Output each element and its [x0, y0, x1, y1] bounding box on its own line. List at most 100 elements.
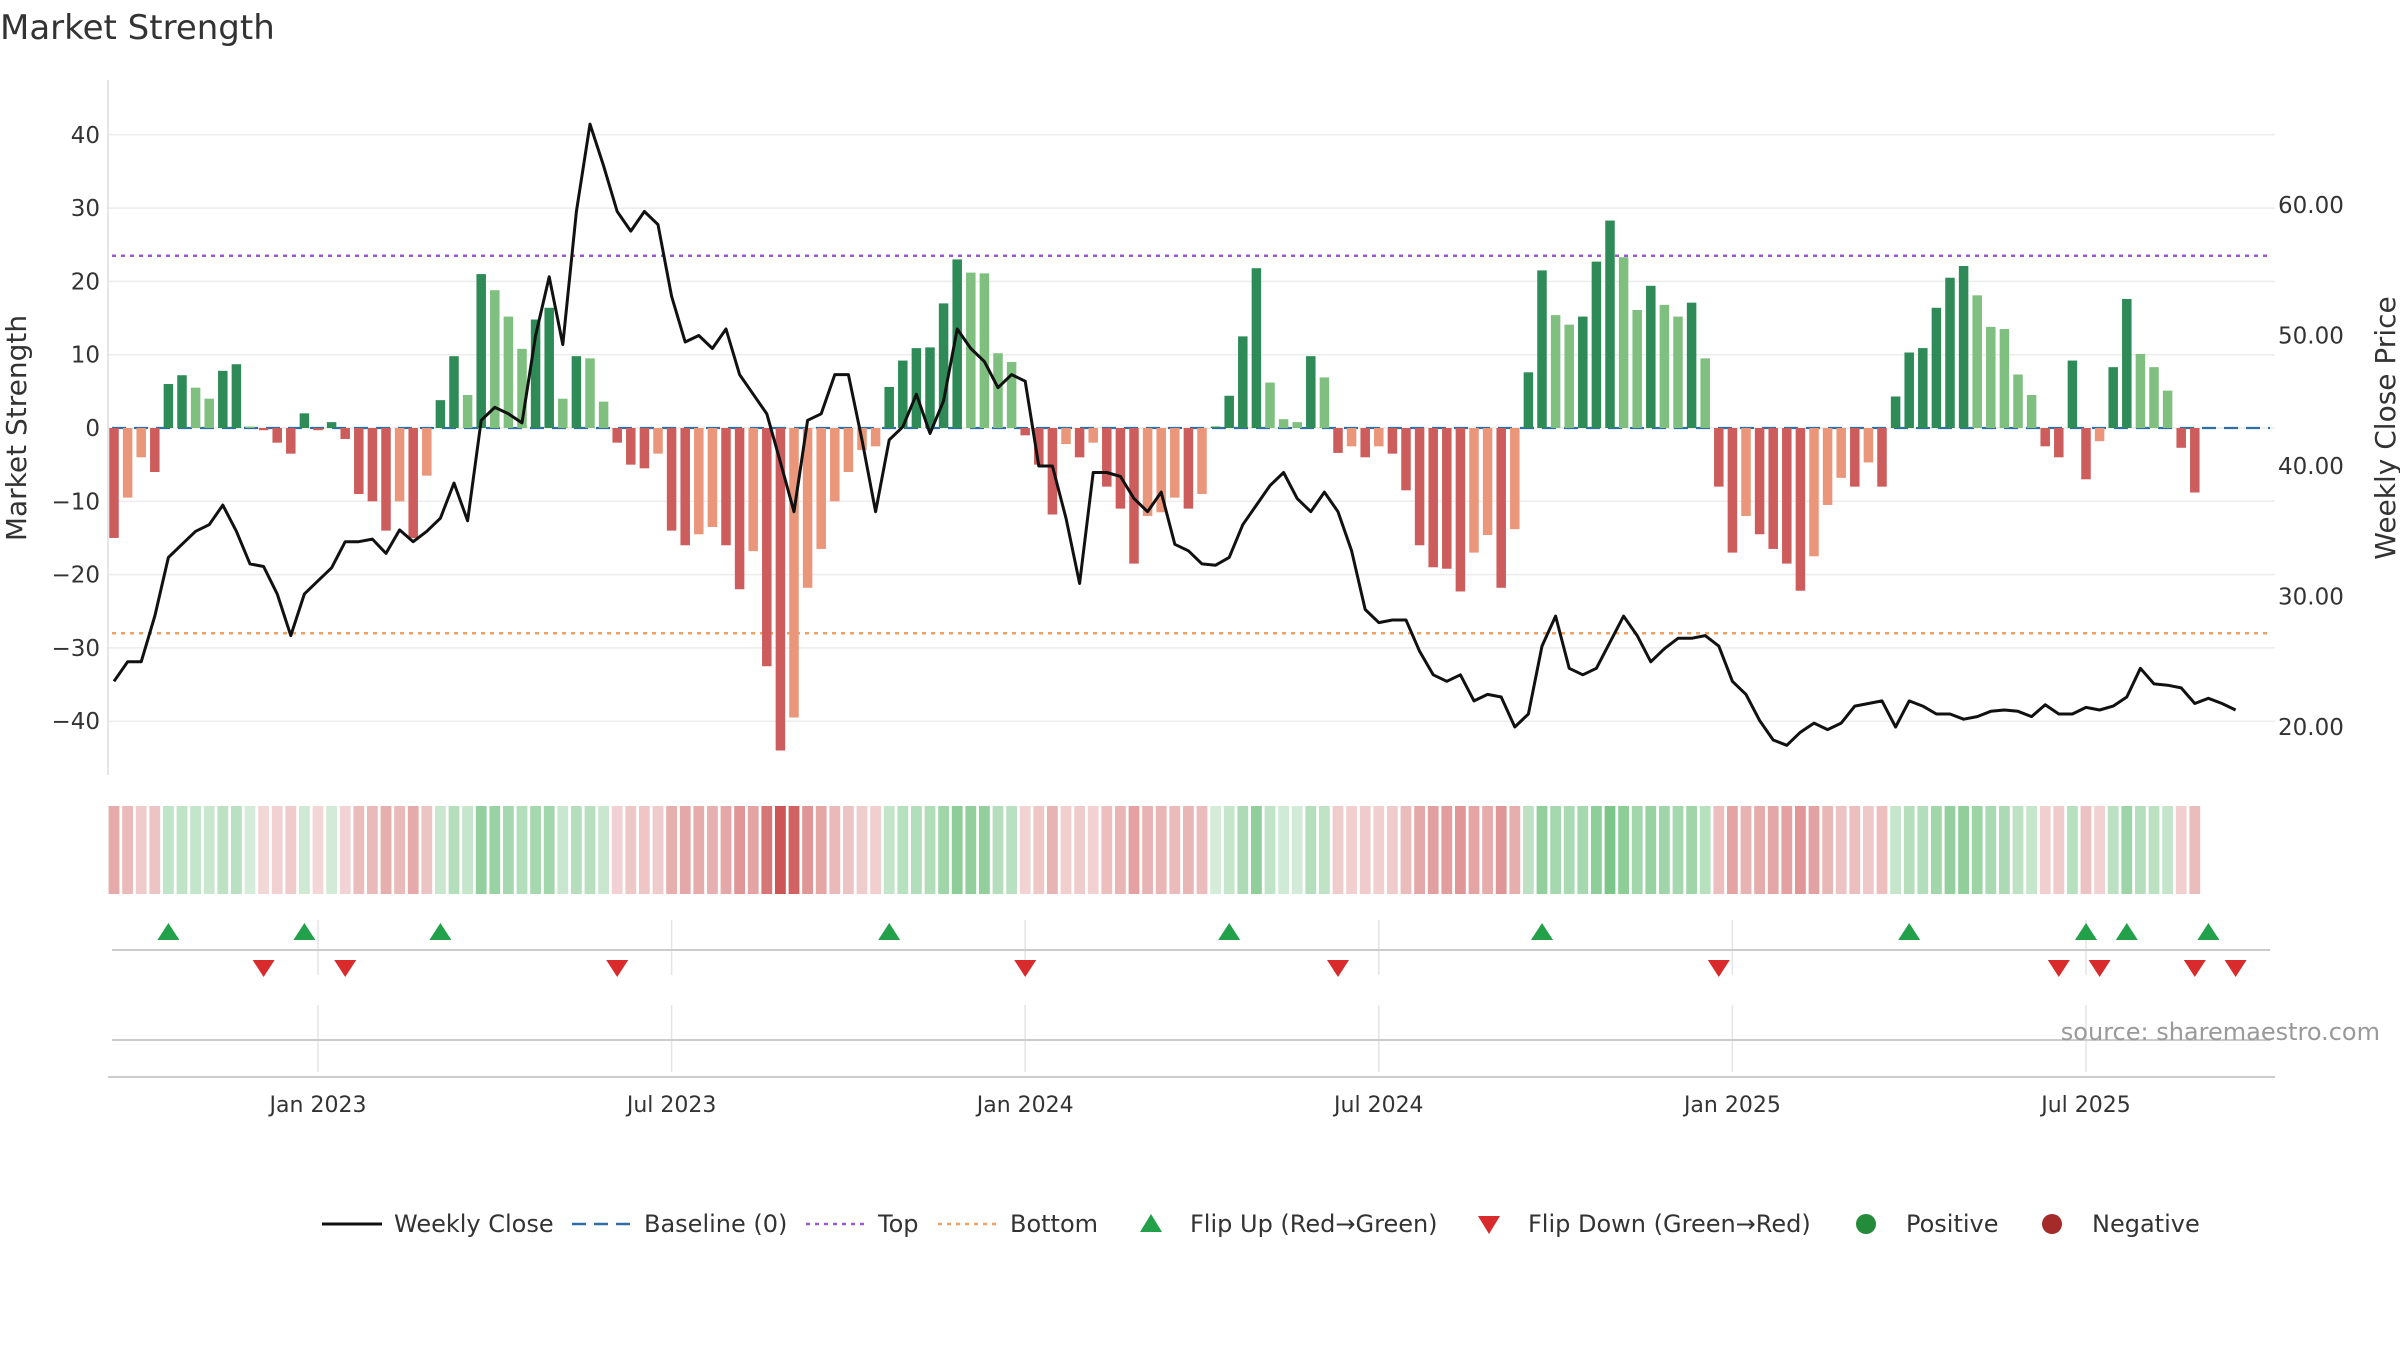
strip-cell [1645, 806, 1657, 894]
strength-bar [299, 413, 310, 428]
strength-bar [1863, 428, 1874, 463]
strength-bar [1360, 428, 1370, 458]
strip-cell [2067, 806, 2078, 894]
strip-cell [1604, 806, 1616, 894]
strip-cell [584, 806, 596, 894]
strength-bar [1074, 428, 1085, 458]
strip-cell [707, 806, 718, 894]
legend-swatch-circle [2042, 1214, 2062, 1234]
strength-bar [245, 426, 255, 428]
strip-cell [625, 806, 637, 894]
left-tick-label: −20 [51, 563, 100, 589]
strength-bar [1482, 428, 1493, 536]
flip-down-marker [1327, 960, 1349, 977]
left-tick-label: 20 [71, 269, 100, 295]
strip-cell [897, 806, 909, 894]
strip-cell [1101, 806, 1113, 894]
strength-bar [2013, 374, 2023, 428]
strength-bar [1782, 428, 1792, 564]
strength-bar [1170, 428, 1180, 498]
strength-bar [1618, 257, 1629, 428]
strip-cell [135, 806, 147, 894]
strip-cell [1128, 806, 1140, 894]
strength-bar [1278, 419, 1289, 428]
strip-cell [489, 806, 501, 894]
strip-cell [815, 806, 827, 894]
strip-cell [2175, 806, 2187, 894]
legend-label: Positive [1906, 1210, 1999, 1238]
strength-bar [1986, 326, 1996, 428]
legend-item: Flip Up (Red→Green) [1140, 1210, 1438, 1238]
legend-item: Top [806, 1210, 919, 1238]
flip-down-marker [1707, 960, 1730, 977]
strength-bar [1714, 428, 1724, 487]
strength-bar [1292, 422, 1302, 428]
strength-bar [218, 370, 228, 428]
strip-cell [679, 806, 691, 894]
strip-cell [1291, 806, 1303, 894]
strip-cell [1958, 806, 1969, 894]
strip-cell [557, 806, 569, 894]
strip-cell [1931, 806, 1942, 894]
strength-bar [1768, 428, 1778, 549]
strength-bar [585, 358, 595, 428]
legend-item: Negative [2042, 1210, 2200, 1238]
strength-bar [462, 395, 473, 428]
strip-cell [1536, 806, 1548, 894]
strip-cell [611, 806, 623, 894]
strength-bar [789, 428, 799, 718]
strength-bar [2108, 367, 2118, 428]
strength-bar [1265, 382, 1275, 428]
flip-down-marker [2047, 960, 2070, 977]
strength-bar [884, 386, 894, 428]
strength-bar [1877, 428, 1887, 487]
strip-cell [1754, 806, 1765, 894]
strength-bar [1387, 428, 1398, 454]
left-tick-label: −10 [51, 489, 100, 515]
strip-cell [367, 806, 378, 894]
strip-cell [734, 806, 745, 894]
strength-bar [1496, 428, 1506, 588]
strength-bar [1224, 395, 1234, 428]
strength-bar [1020, 428, 1030, 436]
strip-cell [639, 806, 650, 894]
strip-cell [271, 806, 283, 894]
strength-bar [1741, 428, 1751, 516]
strength-bar [2040, 428, 2050, 447]
strip-cell [1251, 806, 1262, 894]
strip-cell [326, 806, 337, 894]
strip-cell [2121, 806, 2133, 894]
strip-cell [693, 806, 705, 894]
strip-cell [666, 806, 677, 894]
strength-bar [1836, 428, 1846, 478]
strip-cell [1455, 806, 1466, 894]
flip-down-marker [1014, 960, 1037, 977]
strength-bar [1673, 316, 1683, 428]
strip-cell [1523, 806, 1534, 894]
strip-cell [1767, 806, 1779, 894]
left-tick-label: 10 [71, 343, 100, 369]
strip-cell [1808, 806, 1820, 894]
strength-bar [490, 290, 500, 428]
strength-bar [911, 348, 922, 428]
strength-bar [1945, 277, 1955, 428]
strength-bar [1537, 270, 1547, 428]
strength-bar [258, 428, 269, 431]
strength-bar [354, 428, 364, 494]
strength-bar [762, 428, 772, 667]
strip-cell [1917, 806, 1929, 894]
flip-up-marker [2197, 923, 2220, 940]
strength-bar [1809, 428, 1819, 557]
strength-bar [136, 428, 146, 458]
legend-item: Flip Down (Green→Red) [1478, 1210, 1811, 1238]
strip-cell [2094, 806, 2105, 894]
strength-bar [1346, 428, 1357, 447]
strength-bar [1958, 266, 1969, 428]
strength-bar [2135, 353, 2146, 428]
legend-label: Weekly Close [394, 1210, 554, 1238]
strip-cell [2012, 806, 2024, 894]
strip-cell [1264, 806, 1276, 894]
strip-cell [870, 806, 881, 894]
strength-bar [938, 303, 949, 428]
strength-bar [1605, 220, 1615, 428]
